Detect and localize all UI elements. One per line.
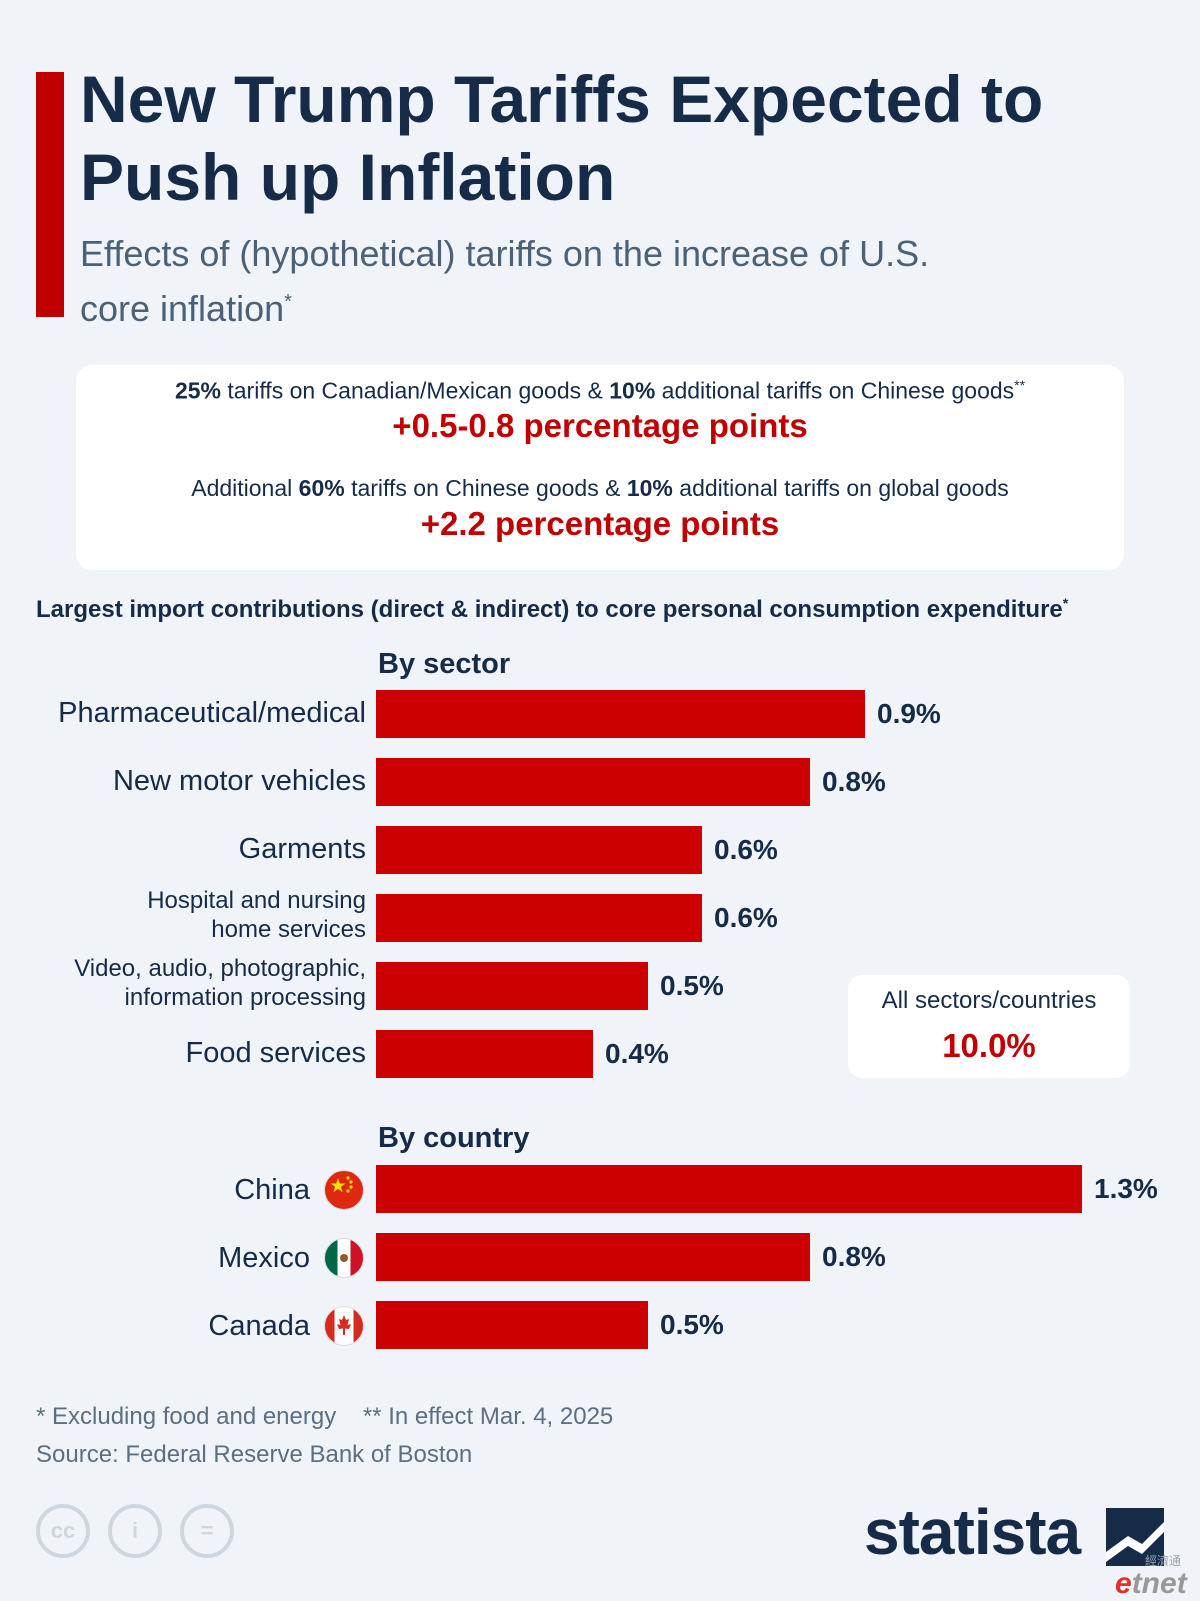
canada-flag-icon: [324, 1306, 364, 1346]
etnet-watermark: etnet: [1115, 1567, 1187, 1600]
value-label-hospital: 0.6%: [714, 902, 778, 933]
bar-garments: [376, 826, 702, 874]
bar-label-canada: Canada: [208, 1310, 310, 1342]
bar-label-food-services: Food services: [185, 1037, 366, 1069]
scenario-2-value: +2.2 percentage points: [420, 505, 780, 542]
title-accent-bar: [36, 72, 64, 317]
page-subtitle: Effects of (hypothetical) tariffs on the…: [80, 233, 930, 329]
scenario-2-description: Additional 60% tariffs on Chinese goods …: [191, 475, 1009, 501]
footnotes: * Excluding food and energy ** In effect…: [36, 1403, 614, 1430]
value-label-food-services: 0.4%: [605, 1038, 669, 1069]
sector-group-title: By sector: [378, 648, 511, 680]
no-derivatives-icon[interactable]: =: [180, 1504, 234, 1558]
statista-logo-mark: [1106, 1508, 1164, 1566]
bar-label-mexico: Mexico: [218, 1242, 310, 1274]
bar-label-motor-vehicles: New motor vehicles: [112, 765, 366, 797]
bar-motor-vehicles: [376, 758, 810, 806]
scenario-1-description: 25% tariffs on Canadian/Mexican goods & …: [174, 377, 1026, 404]
bar-video-audio: [376, 962, 648, 1010]
value-label-garments: 0.6%: [714, 834, 778, 865]
china-flag-icon: [324, 1170, 364, 1210]
value-label-video-audio: 0.5%: [660, 970, 724, 1001]
attribution-icon[interactable]: i: [108, 1504, 162, 1558]
bar-china: [376, 1165, 1082, 1213]
bar-mexico: [376, 1233, 810, 1281]
watermark-cn: 經濟通: [1145, 1554, 1182, 1568]
total-value: 10.0%: [942, 1027, 1036, 1064]
bar-canada: [376, 1301, 648, 1349]
chart-heading: Largest import contributions (direct & i…: [36, 595, 1069, 623]
statista-logo[interactable]: statista: [864, 1496, 1081, 1568]
bar-label-hospital: Hospital and nursing home services: [147, 887, 366, 943]
total-label: All sectors/countries: [881, 987, 1097, 1014]
bar-food-services: [376, 1030, 593, 1078]
bar-hospital: [376, 894, 702, 942]
source-note: Source: Federal Reserve Bank of Boston: [36, 1441, 473, 1468]
value-label-china: 1.3%: [1094, 1173, 1158, 1204]
value-label-motor-vehicles: 0.8%: [822, 766, 886, 797]
cc-icon[interactable]: cc: [36, 1504, 90, 1558]
scenario-1-value: +0.5-0.8 percentage points: [392, 407, 808, 444]
bar-pharmaceutical: [376, 690, 865, 738]
mexico-flag-icon: [324, 1238, 364, 1278]
bar-label-garments: Garments: [238, 833, 366, 865]
bar-label-video-audio: Video, audio, photographic, information …: [74, 955, 366, 1011]
value-label-pharmaceutical: 0.9%: [877, 698, 941, 729]
scenario-box: 25% tariffs on Canadian/Mexican goods & …: [76, 365, 1124, 570]
page-title: New Trump Tariffs Expected to Push up In…: [80, 62, 1044, 214]
value-label-mexico: 0.8%: [822, 1241, 886, 1272]
bar-label-china: China: [234, 1174, 310, 1206]
value-label-canada: 0.5%: [660, 1309, 724, 1340]
total-box: All sectors/countries 10.0%: [848, 975, 1130, 1078]
country-group-title: By country: [378, 1122, 530, 1154]
bar-label-pharmaceutical: Pharmaceutical/medical: [58, 697, 366, 729]
